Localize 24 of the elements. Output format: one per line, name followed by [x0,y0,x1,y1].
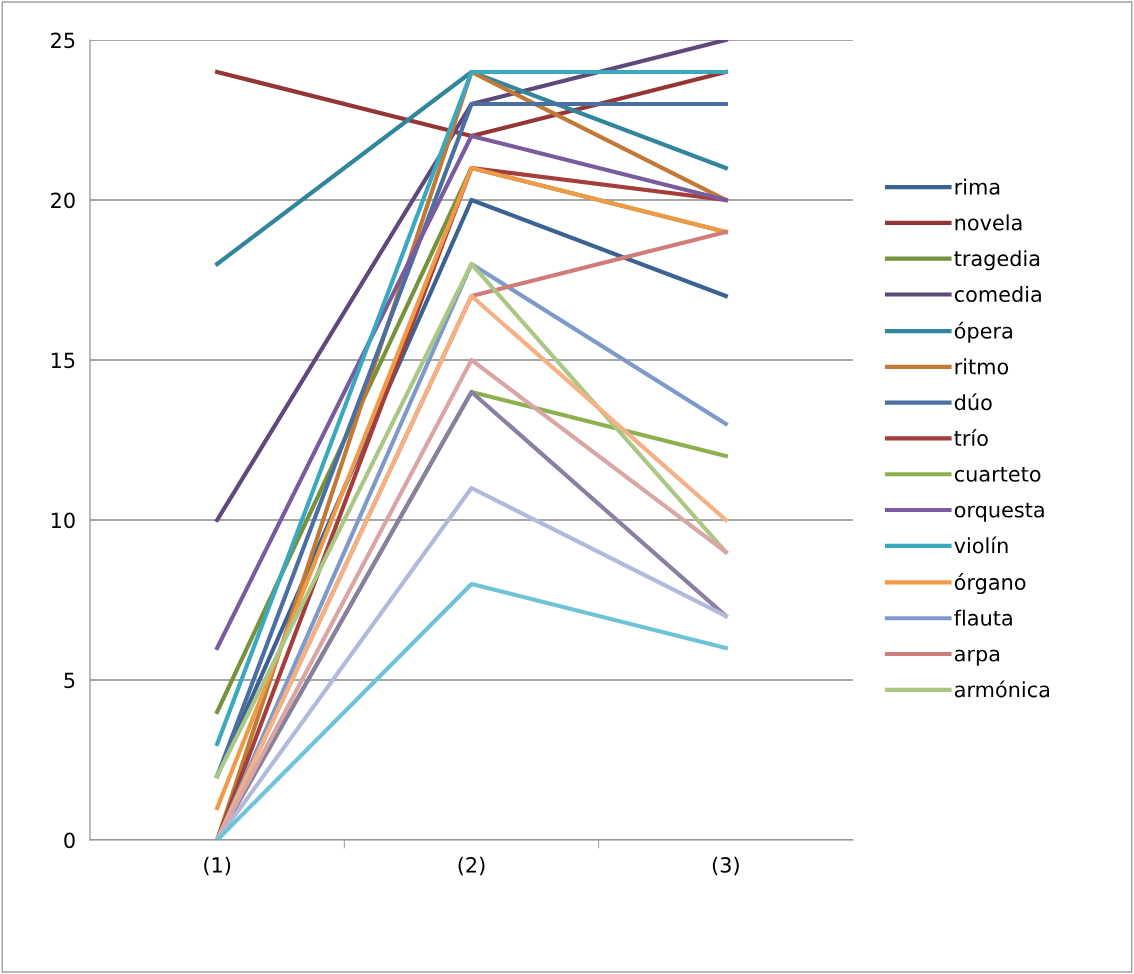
legend-label: violín [954,536,1008,554]
legend-label: arpa [954,649,1000,666]
legend-label: dúo [954,393,992,411]
legend-label: comedia [954,285,1041,303]
legend-label: ópera [954,321,1012,343]
x-tick-label: (3) [712,856,739,876]
y-tick-label: 10 [51,512,75,529]
legend-label: flauta [954,609,1012,626]
legend-label: novela [955,214,1022,231]
legend-label: trío [954,429,988,447]
legend-label: armónica [954,680,1050,698]
x-tick-label: (2) [458,856,485,876]
y-tick-label: 0 [64,832,75,849]
legend-label: orquesta [954,502,1044,522]
y-tick-label: 25 [51,32,75,49]
x-tick-label: (1) [204,856,231,876]
legend-label: rima [955,178,1000,195]
legend-label: cuarteto [954,466,1041,482]
y-tick-label: 15 [51,352,75,369]
legend-label: tragedia [954,250,1040,271]
legend-label: ritmo [955,358,1009,375]
y-tick-label: 5 [64,672,75,689]
y-tick-label: 20 [51,192,75,209]
legend-label: órgano [954,573,1026,595]
